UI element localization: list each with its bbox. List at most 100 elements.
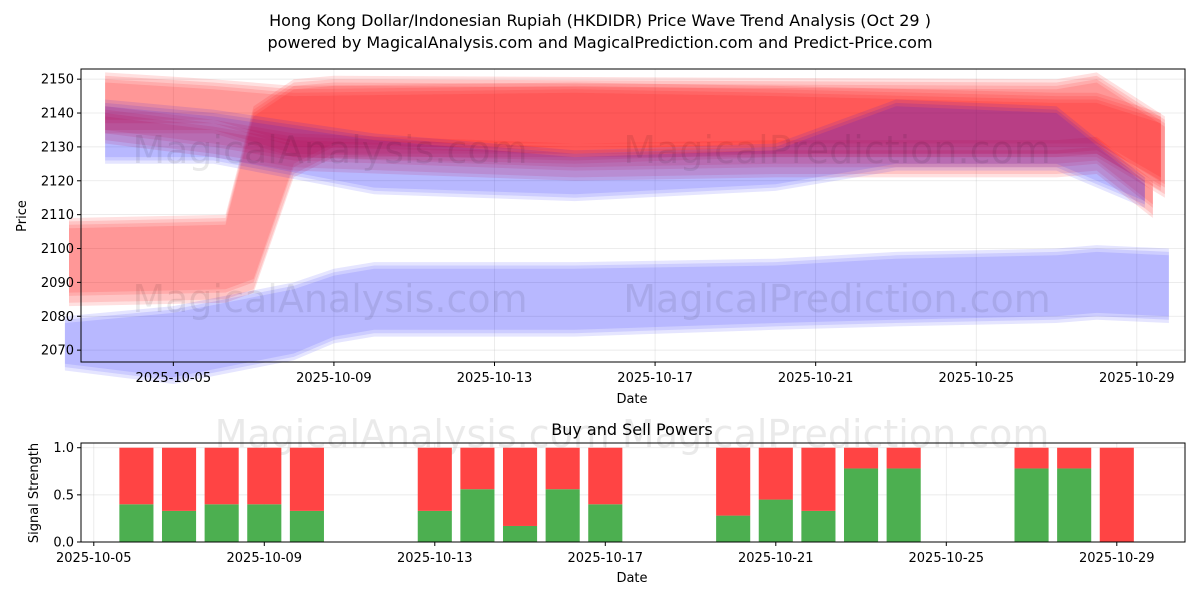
price-y-tick-label: 2080 [41, 310, 74, 325]
price-x-tick-label: 2025-10-13 [457, 371, 533, 386]
wave-band-blue-wave-upper [105, 106, 1145, 202]
watermark-powers: MagicalAnalysis.com MagicalPrediction.co… [215, 412, 1050, 456]
powers-x-tick-label: 2025-10-21 [738, 551, 814, 566]
sell-bar [460, 447, 495, 490]
wave-band-blue-wave-upper [105, 102, 1145, 205]
price-x-tick-label: 2025-10-17 [617, 371, 693, 386]
powers-plot-frame [80, 442, 1186, 543]
sell-bar [588, 447, 623, 505]
sell-bar [502, 447, 538, 526]
price-wave-chart: MagicalAnalysis.com MagicalPrediction.co… [15, 68, 1186, 407]
wave-band-red-wave-mid [105, 113, 1153, 208]
wave-band-blue-wave-lower [64, 248, 1169, 381]
chart-title-line2: powered by MagicalAnalysis.com and Magic… [267, 33, 932, 52]
buy-bar [460, 489, 495, 542]
price-plot-frame [80, 68, 1186, 363]
sell-bar [1014, 447, 1049, 469]
powers-y-axis-label: Signal Strength [27, 443, 42, 543]
price-x-tick-label: 2025-10-29 [1099, 371, 1175, 386]
powers-x-tick-label: 2025-10-13 [397, 551, 473, 566]
powers-x-tick-label: 2025-10-05 [56, 551, 132, 566]
buy-bar [758, 499, 793, 542]
sell-bar [545, 447, 580, 490]
wave-band-blue-wave-lower [64, 245, 1169, 384]
buy-bar [801, 510, 836, 542]
powers-x-tick-label: 2025-10-25 [909, 551, 985, 566]
buy-bar [716, 515, 751, 542]
watermark-left-lower: MagicalAnalysis.com [132, 277, 527, 321]
powers-x-tick-label: 2025-10-17 [568, 551, 644, 566]
wave-band-blue-wave-upper [105, 99, 1145, 208]
price-wave-bands [64, 72, 1169, 384]
price-y-axis-label: Price [15, 200, 30, 232]
price-y-tick-label: 2140 [41, 107, 74, 122]
buy-bar [119, 504, 154, 542]
buy-bar [247, 504, 282, 542]
buy-bar [161, 510, 197, 542]
wave-band-red-wave-high [105, 79, 1161, 181]
price-y-tick-label: 2100 [41, 242, 74, 257]
powers-y-tick-label: 1.0 [53, 441, 74, 456]
buy-bar [204, 504, 239, 542]
sell-bar [204, 447, 239, 505]
price-y-tick-label: 2130 [41, 140, 74, 155]
wave-band-blue-wave-lower [64, 251, 1169, 378]
sell-bar [716, 447, 751, 516]
price-y-tick-label: 2090 [41, 276, 74, 291]
price-x-tick-label: 2025-10-25 [938, 371, 1014, 386]
price-x-tick-label: 2025-10-09 [296, 371, 372, 386]
sell-bar [161, 447, 197, 511]
powers-x-axis-label: Date [616, 571, 647, 586]
buy-bar [886, 468, 921, 542]
wave-band-red-wave-high [105, 75, 1161, 191]
powers-x-tick-label: 2025-10-09 [227, 551, 303, 566]
sell-bar [886, 447, 921, 469]
watermark-right-upper: MagicalPrediction.com [623, 128, 1051, 172]
buy-bar [417, 510, 452, 542]
price-grid [81, 69, 1185, 362]
price-x-tick-label: 2025-10-21 [778, 371, 854, 386]
price-x-tick-label: 2025-10-05 [136, 371, 212, 386]
wave-band-red-wave-early [69, 72, 1165, 293]
buy-bar [588, 504, 623, 542]
price-axes: 2070 2080 2090 2100 2110 2120 2130 2140 2150 2025… [41, 73, 1175, 386]
wave-band-red-wave-early [69, 82, 1165, 303]
powers-axes: 0.0 0.5 1.0 2025-10-05 2025-10-09 2025-10-13 2… [53, 441, 1154, 566]
buy-bar [545, 489, 580, 542]
powers-y-tick-label: 0.5 [53, 488, 74, 503]
buy-bar [1057, 468, 1092, 542]
sell-bar [1099, 447, 1134, 542]
sell-bar [289, 447, 324, 511]
buy-sell-powers-chart: Buy and Sell Powers MagicalAnalysis.com … [27, 412, 1186, 586]
sell-bar [801, 447, 836, 511]
wave-band-red-wave-early [69, 79, 1165, 296]
buy-bar [843, 468, 879, 542]
price-y-tick-label: 2150 [41, 73, 74, 88]
wave-band-red-wave-early [69, 75, 1165, 307]
sell-bar [843, 447, 879, 469]
buy-bar [1014, 468, 1049, 542]
price-y-tick-label: 2110 [41, 208, 74, 223]
buy-bar [289, 510, 324, 542]
sell-bar [119, 447, 154, 505]
powers-y-tick-label: 0.0 [53, 536, 74, 551]
powers-chart-title: Buy and Sell Powers [551, 420, 713, 439]
sell-bar [417, 447, 452, 511]
sell-bar [247, 447, 282, 505]
chart-title-line1: Hong Kong Dollar/Indonesian Rupiah (HKDI… [269, 11, 931, 30]
price-y-tick-label: 2120 [41, 174, 74, 189]
sell-bar [758, 447, 793, 500]
watermark-left-upper: MagicalAnalysis.com [132, 128, 527, 172]
price-x-axis-label: Date [616, 392, 647, 407]
wave-band-red-wave-high [105, 72, 1161, 178]
wave-band-red-wave-mid [105, 106, 1153, 205]
price-y-tick-label: 2070 [41, 344, 74, 359]
powers-x-tick-label: 2025-10-29 [1079, 551, 1155, 566]
powers-bars [119, 447, 1134, 542]
sell-bar [1057, 447, 1092, 469]
wave-band-red-wave-mid [105, 109, 1153, 218]
watermark-right-lower: MagicalPrediction.com [623, 277, 1051, 321]
buy-bar [502, 525, 538, 542]
wave-band-red-wave-high [105, 82, 1161, 188]
